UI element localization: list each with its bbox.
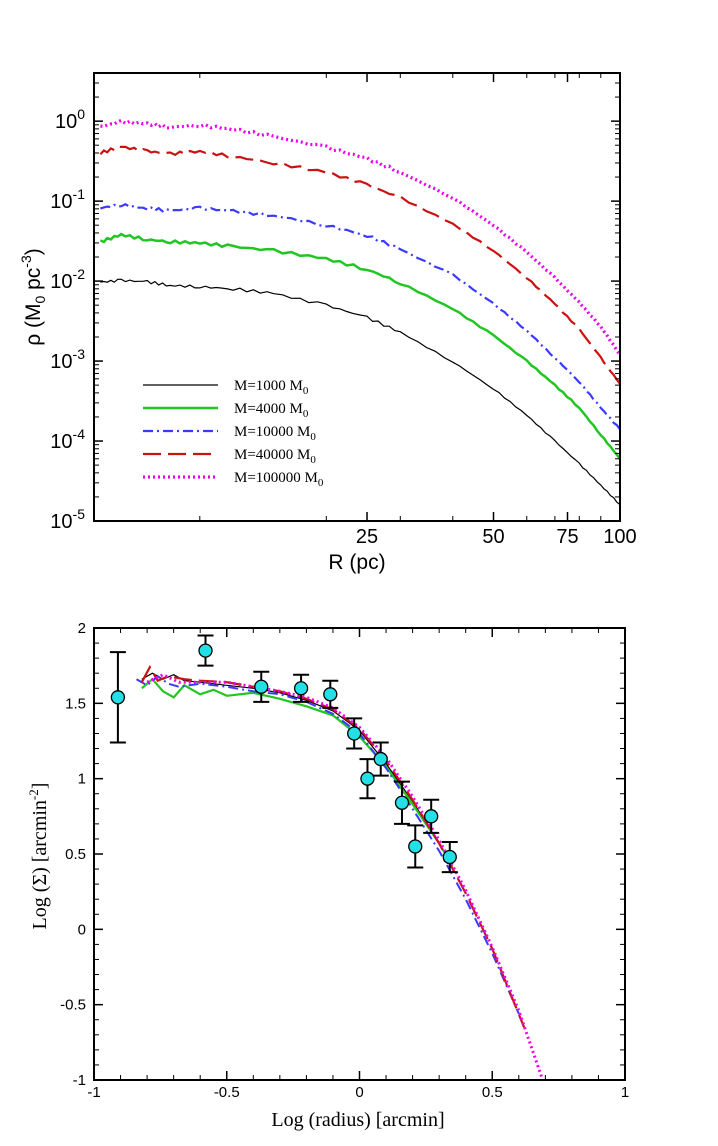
surface-density-y-axis-label: Log (Σ) [arcmin-2] <box>26 783 51 930</box>
x-tick-label: -0.5 <box>214 1084 240 1101</box>
data-point <box>198 643 213 658</box>
surface-density-model-line <box>141 677 454 867</box>
data-point <box>424 809 439 824</box>
density-series-line <box>100 278 620 506</box>
y-tick-label: 10-4 <box>50 426 85 453</box>
y-tick-label: -0.5 <box>60 997 86 1014</box>
y-tick-label: 10-2 <box>50 266 85 293</box>
density-series-group <box>99 118 620 506</box>
legend-label: M=40000 M0 <box>234 447 316 466</box>
legend-label: M=1000 M0 <box>234 378 309 397</box>
data-point <box>347 726 362 741</box>
density-series-line <box>99 145 620 385</box>
y-tick-label: -1 <box>73 1072 86 1089</box>
data-point <box>408 839 423 854</box>
surface-density-x-axis-label: Log (radius) [arcmin] <box>271 1109 444 1131</box>
surface-density-axis-ticks: -1 -0.5 0 0.5 1 -1 -0.5 0 0.5 1 1.5 2 <box>60 620 629 1101</box>
data-point <box>394 795 410 810</box>
y-tick-label: 0.5 <box>65 846 86 863</box>
x-tick-label: 0.5 <box>482 1084 503 1101</box>
density-series-line <box>100 202 620 430</box>
density-legend: M=1000 M0 M=4000 M0 M=10000 M0 M=40000 M0 M=… <box>143 378 324 489</box>
data-point <box>110 690 126 705</box>
y-tick-label: 10-1 <box>50 186 85 213</box>
surface-density-model-line <box>136 674 520 1015</box>
surface-density-chart: -1 -0.5 0 0.5 1 -1 -0.5 0 0.5 1 1.5 2 Log (radius) … <box>26 620 629 1131</box>
y-tick-label: 1 <box>78 771 86 788</box>
legend-label: M=10000 M0 <box>234 424 316 443</box>
density-series-line <box>100 118 620 356</box>
density-axis-ticks: 100 10-1 10-2 10-3 10-4 10-5 25 50 75 100 <box>50 73 637 548</box>
y-tick-label: 1.5 <box>65 695 86 712</box>
data-point <box>442 849 457 865</box>
y-tick-label: 10-3 <box>50 346 85 373</box>
x-tick-label: 1 <box>621 1084 629 1101</box>
surface-density-series-group <box>136 664 545 1080</box>
y-tick-label: 2 <box>78 620 86 637</box>
surface-density-model-line <box>140 664 526 1028</box>
x-tick-label: -1 <box>87 1084 100 1101</box>
x-tick-label: 75 <box>556 526 578 548</box>
data-point <box>373 751 388 767</box>
data-point <box>254 679 269 694</box>
density-series-line <box>99 232 620 460</box>
x-tick-label: 100 <box>603 526 636 548</box>
density-plot-frame <box>93 72 621 522</box>
y-tick-label: 0 <box>78 921 86 938</box>
density-profile-chart: 100 10-1 10-2 10-3 10-4 10-5 25 50 75 100 M=1000 … <box>18 72 637 574</box>
surface-density-model-line <box>146 673 545 1080</box>
x-tick-label: 50 <box>482 526 504 548</box>
density-x-axis-label: R (pc) <box>328 551 385 574</box>
x-tick-label: 25 <box>356 526 378 548</box>
y-tick-label: 10-5 <box>50 506 85 533</box>
surface-density-points-group <box>109 634 458 874</box>
data-point <box>360 771 375 786</box>
legend-label: M=100000 M0 <box>234 470 324 489</box>
legend-label: M=4000 M0 <box>234 401 309 420</box>
data-point <box>293 681 309 696</box>
x-tick-label: 0 <box>355 1084 363 1101</box>
data-point <box>323 687 338 702</box>
density-y-axis-label: ρ (M0 pc-3) <box>18 248 48 346</box>
y-tick-label: 100 <box>55 106 85 133</box>
